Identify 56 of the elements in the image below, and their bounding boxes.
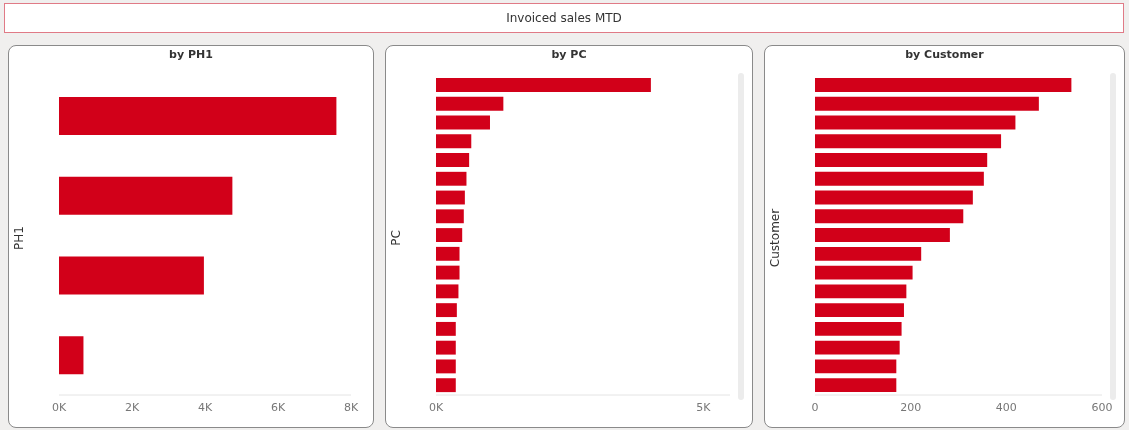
bar [815,303,904,318]
bar [815,153,988,167]
bar [815,246,922,261]
x-tick-label: 6K [270,400,286,414]
bar [436,134,472,149]
bar [436,265,460,280]
bar [436,190,465,205]
chart-title: by PC [550,48,588,61]
bar [436,284,459,299]
bar [815,134,1002,149]
bar [815,209,964,224]
bar [815,321,902,336]
x-tick-label: 8K [343,400,359,414]
bar [436,96,504,111]
x-tick-label: 0K [51,400,67,414]
bar [815,228,950,242]
x-tick-label: 0 [811,400,819,414]
text: Invoiced sales MTD [4,3,1124,33]
bar [59,97,337,135]
bar [59,336,84,375]
bar [815,378,897,393]
y-axis-title: Customer [768,208,783,267]
bar [436,228,463,242]
chart-title: by PH1 [168,48,214,61]
bar [436,321,456,336]
bar [815,171,984,186]
bar [436,209,464,224]
bar [815,115,1016,130]
y-axis-title: PH1 [12,225,26,250]
y-axis-title: PC [389,229,403,246]
x-tick-label: 0K [428,400,444,414]
x-tick-label: 4K [197,400,213,414]
bar [815,265,913,280]
x-tick-label: 400 [995,400,1017,414]
bar [436,115,490,130]
x-tick-label: 5K [696,400,712,414]
bar [436,340,456,355]
bar [59,256,204,295]
bar [815,359,897,374]
x-tick-label: 600 [1091,400,1113,414]
bar [59,176,233,215]
bar [436,153,470,167]
bar [815,284,907,299]
bar [815,96,1039,111]
x-tick-label: 2K [124,400,140,414]
bar [815,190,973,205]
bar [815,78,1072,92]
bar [436,359,456,374]
chart-title: by Customer [904,48,985,61]
bar [436,246,460,261]
x-tick-label: 200 [900,400,922,414]
bar [436,378,456,393]
bar [815,340,900,355]
bar [436,171,467,186]
bar [436,78,651,92]
bar [436,303,457,318]
